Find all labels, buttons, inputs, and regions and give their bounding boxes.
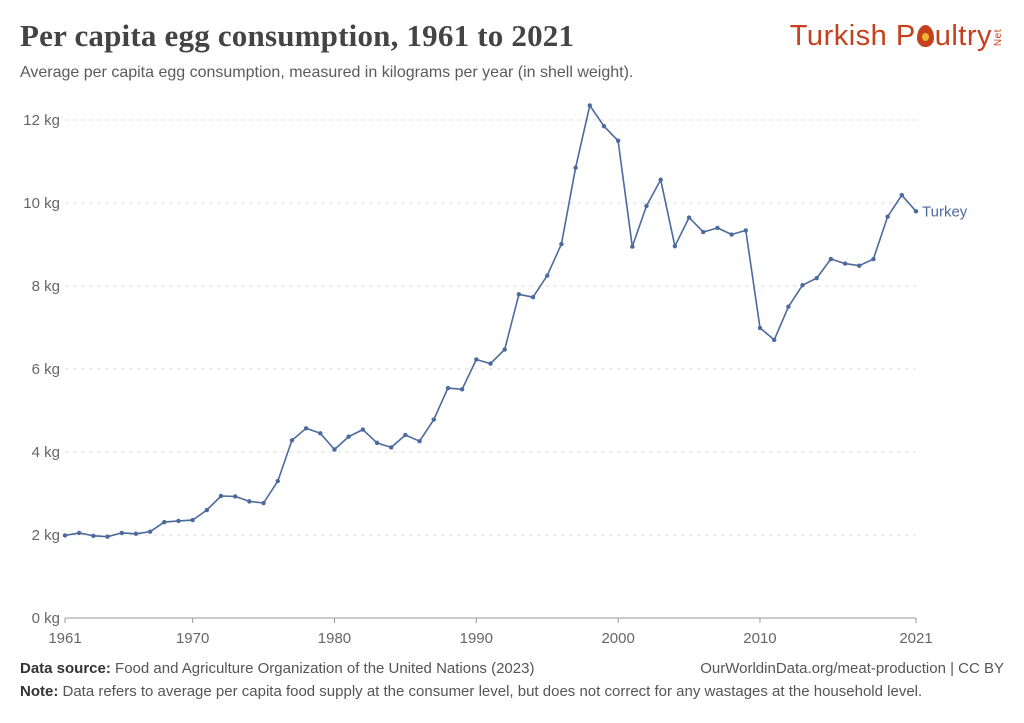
- data-point: [261, 500, 266, 506]
- y-tick-label: 8 kg: [32, 278, 60, 295]
- data-point: [857, 263, 862, 268]
- data-point: [658, 177, 663, 182]
- data-point: [403, 432, 408, 438]
- data-point: [672, 243, 678, 249]
- data-point: [445, 385, 451, 391]
- chart-subtitle: Average per capita egg consumption, meas…: [20, 64, 634, 81]
- data-point: [247, 499, 252, 504]
- data-point: [176, 518, 181, 524]
- data-point: [587, 103, 592, 108]
- x-tick-label: 1961: [48, 630, 81, 645]
- series-line: [64, 104, 917, 538]
- data-point: [828, 256, 834, 262]
- data-point: [431, 417, 436, 422]
- data-point: [559, 241, 564, 247]
- y-tick-label: 0 kg: [32, 610, 60, 627]
- data-point: [346, 434, 351, 439]
- source-text: Food and Agriculture Organization of the…: [110, 660, 535, 677]
- data-point: [686, 215, 692, 220]
- y-tick-label: 4 kg: [32, 444, 60, 461]
- data-point: [786, 304, 791, 309]
- data-point: [899, 192, 905, 198]
- x-tick-label: 2000: [601, 630, 634, 645]
- data-point: [417, 439, 422, 444]
- data-point: [360, 427, 366, 432]
- data-point: [119, 530, 124, 536]
- data-point: [62, 533, 68, 538]
- data-point: [729, 232, 734, 237]
- data-point: [814, 275, 819, 281]
- data-point: [842, 261, 848, 266]
- data-point: [701, 229, 706, 235]
- data-point: [615, 138, 621, 143]
- source-label: Data source:: [20, 660, 111, 677]
- y-tick-label: 2 kg: [32, 527, 60, 544]
- data-point: [757, 325, 763, 331]
- data-point: [318, 431, 323, 436]
- data-point: [743, 228, 748, 233]
- data-point: [913, 209, 919, 214]
- y-tick-label: 6 kg: [32, 361, 60, 378]
- data-point: [289, 438, 295, 443]
- data-point: [332, 447, 337, 452]
- line-chart: 0 kg 2 kg 4 kg 6 kg 8 kg 10 kg 12 kg 1961 1970 19…: [23, 103, 968, 645]
- data-point: [771, 337, 777, 343]
- data-point: [715, 225, 720, 231]
- note-label: Note:: [20, 683, 59, 700]
- x-tick-label: 1980: [318, 630, 351, 645]
- data-point: [516, 292, 522, 297]
- data-point: [573, 165, 578, 170]
- data-note: Note: Data refers to average per capita …: [20, 683, 922, 700]
- data-point: [389, 445, 394, 450]
- data-point: [76, 530, 82, 536]
- x-tick-label: 2010: [743, 630, 776, 645]
- data-point: [374, 440, 380, 446]
- series-label: Turkey: [922, 203, 968, 220]
- data-point: [303, 426, 309, 431]
- logo-text-right: ultry: [934, 20, 992, 52]
- data-point: [630, 244, 635, 249]
- logo-text-left: Turkish P: [789, 20, 916, 52]
- data-point: [218, 493, 224, 499]
- source-url[interactable]: OurWorldinData.org/meat-production | CC …: [700, 660, 1004, 677]
- data-point: [644, 203, 649, 209]
- turkish-poultry-logo: Turkish P ultryNet: [790, 20, 1004, 53]
- note-text: Data refers to average per capita food s…: [58, 683, 923, 700]
- data-point: [204, 507, 210, 513]
- data-point: [105, 534, 110, 539]
- data-point: [162, 519, 167, 525]
- data-point: [233, 494, 238, 499]
- data-point: [147, 529, 153, 534]
- data-point: [275, 478, 280, 484]
- egg-icon: [916, 25, 934, 47]
- data-point: [133, 531, 139, 536]
- logo-text-net: Net: [993, 28, 1004, 46]
- data-point: [91, 533, 96, 539]
- x-tick-label: 2021: [899, 630, 932, 645]
- data-source: Data source: Food and Agriculture Organi…: [20, 660, 534, 677]
- y-tick-label: 10 kg: [23, 195, 60, 212]
- data-point: [800, 282, 805, 288]
- data-point: [871, 256, 876, 262]
- x-tick-label: 1990: [460, 630, 493, 645]
- data-point: [474, 357, 479, 362]
- data-point: [190, 517, 195, 523]
- x-tick-label: 1970: [176, 630, 209, 645]
- chart-title: Per capita egg consumption, 1961 to 2021: [20, 18, 575, 53]
- data-point: [488, 361, 493, 366]
- data-point: [502, 347, 507, 352]
- y-tick-label: 12 kg: [23, 112, 60, 129]
- data-point: [601, 124, 607, 129]
- data-point: [545, 273, 550, 278]
- data-point: [885, 214, 890, 219]
- data-point: [459, 387, 465, 392]
- data-point: [530, 295, 536, 300]
